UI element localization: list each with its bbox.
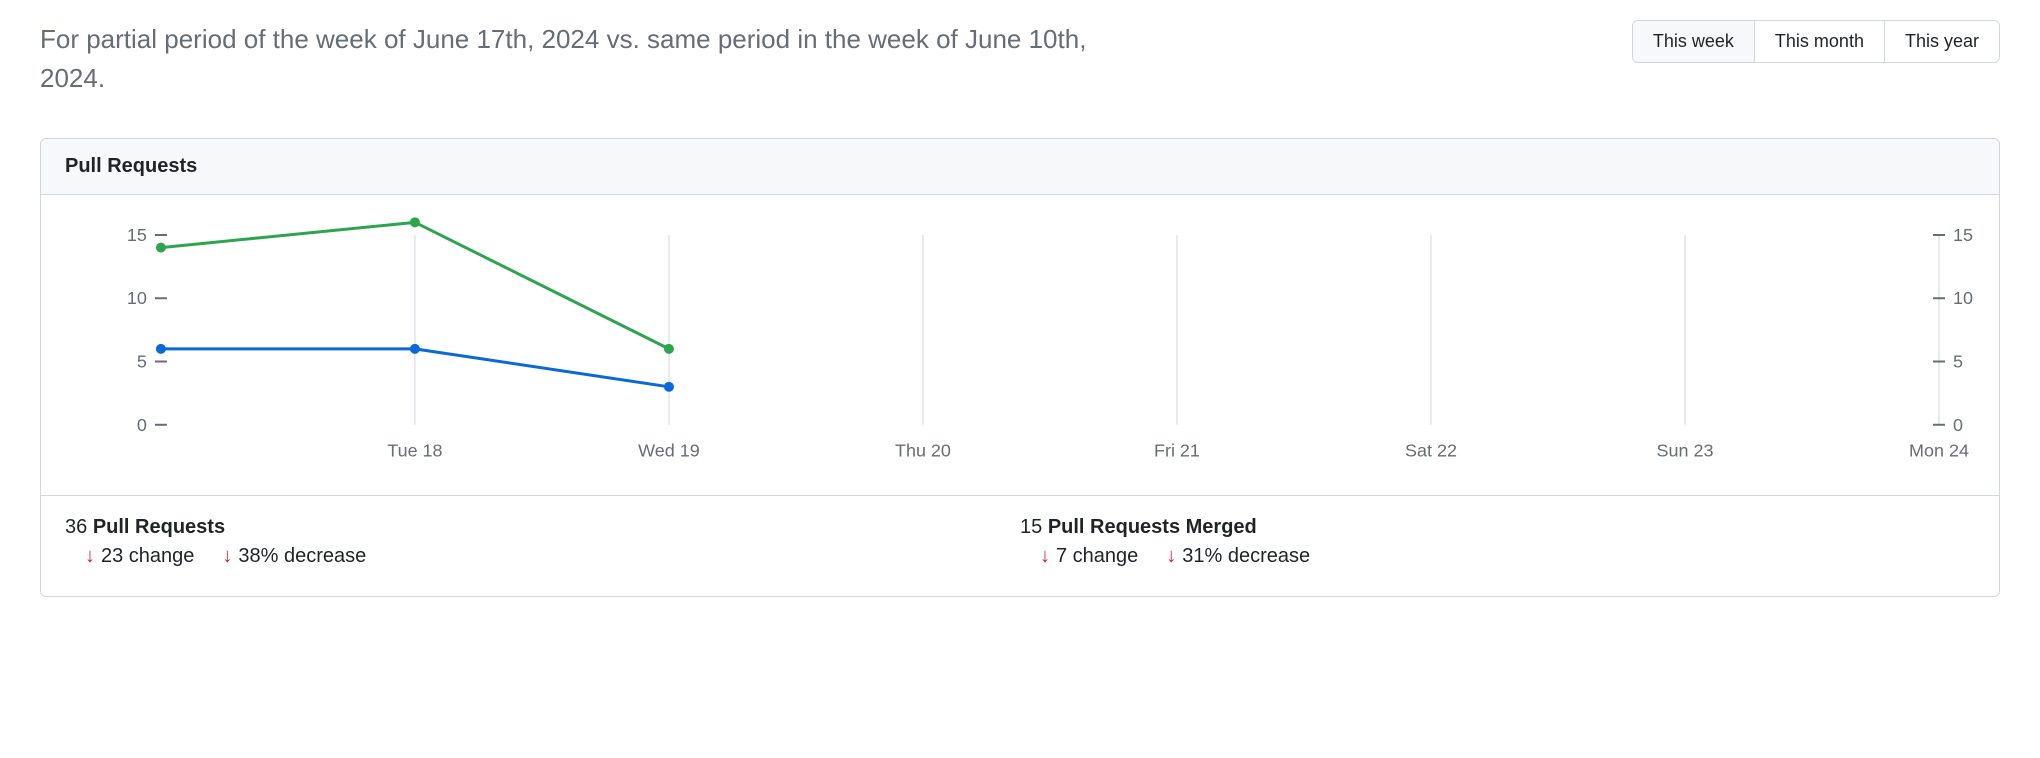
chart-area: 0 5 10 15 0 5 10 15 Tue 18 Wed 19 Thu 20 Fri 21 Sat …	[41, 195, 1999, 496]
pull-requests-panel: Pull Requests 0 5 10 15 0 5 10 15 Tue 18 Wed 19 Th…	[40, 138, 2000, 597]
stat-count: 36	[65, 516, 93, 538]
time-tab-this-month[interactable]: This month	[1755, 21, 1885, 62]
svg-text:15: 15	[1953, 225, 1973, 245]
panel-title: Pull Requests	[41, 139, 1999, 195]
svg-text:Tue 18: Tue 18	[387, 441, 442, 461]
svg-text:Sun 23: Sun 23	[1657, 441, 1714, 461]
svg-text:15: 15	[127, 225, 147, 245]
stat-label: Pull Requests Merged	[1048, 516, 1257, 538]
stat-count: 15	[1020, 516, 1048, 538]
svg-text:Mon 24: Mon 24	[1909, 441, 1969, 461]
stat-title: 15 Pull Requests Merged	[1020, 516, 1975, 539]
stat-change-text: 7 change	[1056, 545, 1138, 568]
stat-change: ↓ 31% decrease	[1166, 545, 1310, 568]
stat-change: ↓ 7 change	[1040, 545, 1138, 568]
stat-changes: ↓ 7 change ↓ 31% decrease	[1020, 545, 1975, 568]
svg-text:0: 0	[137, 415, 147, 435]
svg-text:Thu 20: Thu 20	[895, 441, 951, 461]
stat-label: Pull Requests	[93, 516, 225, 538]
svg-text:0: 0	[1953, 415, 1963, 435]
arrow-down-icon: ↓	[222, 546, 232, 566]
time-tab-this-year[interactable]: This year	[1885, 21, 1999, 62]
period-description: For partial period of the week of June 1…	[40, 20, 1120, 98]
pull-requests-chart: 0 5 10 15 0 5 10 15 Tue 18 Wed 19 Thu 20 Fri 21 Sat …	[41, 215, 1999, 495]
time-range-toggle: This weekThis monthThis year	[1632, 20, 2000, 63]
stat-change-text: 23 change	[101, 545, 194, 568]
svg-text:Sat 22: Sat 22	[1405, 441, 1457, 461]
time-tab-this-week[interactable]: This week	[1633, 21, 1755, 62]
arrow-down-icon: ↓	[1040, 546, 1050, 566]
stat-change-text: 31% decrease	[1182, 545, 1310, 568]
stat-changes: ↓ 23 change ↓ 38% decrease	[65, 545, 1020, 568]
stat-change: ↓ 38% decrease	[222, 545, 366, 568]
stat-title: 36 Pull Requests	[65, 516, 1020, 539]
stat-change-text: 38% decrease	[238, 545, 366, 568]
svg-text:Fri 21: Fri 21	[1154, 441, 1200, 461]
svg-text:Wed 19: Wed 19	[638, 441, 700, 461]
svg-text:10: 10	[1953, 288, 1973, 308]
stats-row: 36 Pull Requests ↓ 23 change ↓ 38% decrease 1…	[41, 496, 1999, 596]
arrow-down-icon: ↓	[1166, 546, 1176, 566]
svg-text:10: 10	[127, 288, 147, 308]
svg-text:5: 5	[137, 352, 147, 372]
svg-text:5: 5	[1953, 352, 1963, 372]
header-row: For partial period of the week of June 1…	[40, 20, 2000, 98]
arrow-down-icon: ↓	[85, 546, 95, 566]
stat-block: 15 Pull Requests Merged ↓ 7 change ↓ 31% dec…	[1020, 516, 1975, 568]
stat-block: 36 Pull Requests ↓ 23 change ↓ 38% decrease	[65, 516, 1020, 568]
stat-change: ↓ 23 change	[85, 545, 194, 568]
